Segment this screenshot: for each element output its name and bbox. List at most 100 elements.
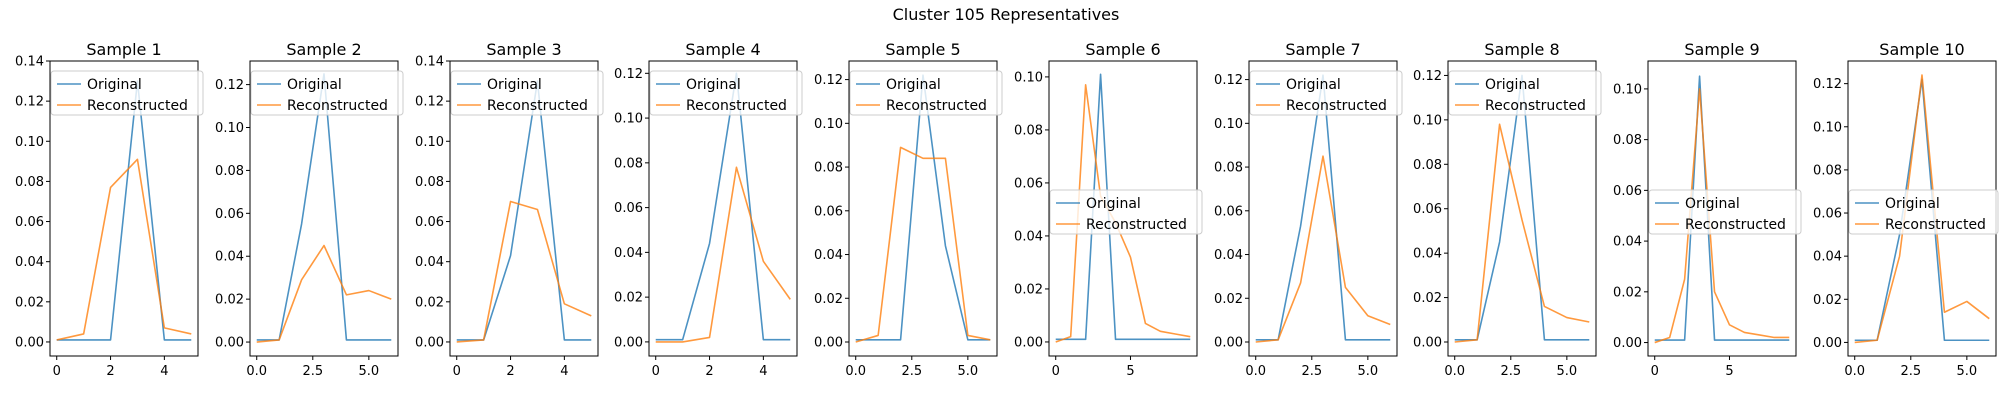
legend-box (1249, 70, 1403, 116)
legend-label-reconstructed: Reconstructed (487, 98, 588, 114)
y-tick-label: 0.06 (1613, 184, 1642, 199)
series-line-reconstructed (1255, 155, 1391, 343)
y-tick-label: 0.02 (1613, 285, 1642, 300)
subplot-sample-9: Sample 9 0.00 0.02 0.04 0.06 0.08 0.10 0 5 Origin… (1613, 40, 1802, 379)
axes-frame (249, 60, 399, 357)
y-tick-label: 0.10 (614, 112, 643, 127)
subplot-title: Sample 5 (885, 40, 960, 59)
y-tick-label: 0.02 (15, 295, 44, 310)
series-line-reconstructed (655, 166, 791, 343)
y-tick-label: 0.00 (415, 335, 444, 350)
subplot-title: Sample 3 (486, 40, 561, 59)
x-tick-label: 5.0 (958, 364, 979, 379)
x-tick-label: 5 (1126, 364, 1134, 379)
legend-label-original: Original (87, 77, 142, 93)
axes-frame (49, 60, 199, 357)
x-tick-label: 5.0 (1358, 364, 1379, 379)
y-tick-label: 0.04 (1014, 229, 1043, 244)
legend: Original Reconstructed (1448, 70, 1602, 116)
x-tick-label: 0.0 (1245, 364, 1266, 379)
y-tick-label: 0.08 (1014, 123, 1043, 138)
series-line-reconstructed (1854, 74, 1990, 344)
y-tick-label: 0.02 (1014, 282, 1043, 297)
x-tick-label: 2.5 (1301, 364, 1322, 379)
y-tick-label: 0.06 (215, 207, 244, 222)
y-tick-label: 0.08 (1214, 161, 1243, 176)
y-tick-label: 0.00 (1014, 335, 1043, 350)
y-tick-label: 0.08 (1613, 133, 1642, 148)
y-tick-label: 0.00 (614, 335, 643, 350)
series-line-reconstructed (855, 146, 991, 343)
subplot-sample-4: Sample 4 0.00 0.02 0.04 0.06 0.08 0.10 0.12 0 2 4 O… (614, 40, 803, 379)
y-tick-label: 0.08 (215, 164, 244, 179)
legend-label-reconstructed: Reconstructed (1885, 217, 1986, 233)
legend-box (250, 70, 404, 116)
legend-label-original: Original (1885, 196, 1940, 212)
x-tick-label: 4 (560, 364, 568, 379)
y-tick-label: 0.10 (1613, 82, 1642, 97)
subplot-sample-10: Sample 10 0.00 0.02 0.04 0.06 0.08 0.10 0.12 0.0… (1813, 40, 1999, 379)
x-tick-label: 2 (705, 364, 713, 379)
figure-suptitle: Cluster 105 Representatives (893, 5, 1120, 24)
y-tick-label: 0.14 (415, 55, 444, 70)
y-tick-label: 0.06 (415, 215, 444, 230)
legend: Original Reconstructed (50, 70, 204, 116)
x-tick-label: 0.0 (246, 364, 267, 379)
y-tick-label: 0.10 (814, 117, 843, 132)
series-line-reconstructed (1454, 123, 1590, 343)
y-tick-label: 0.08 (15, 175, 44, 190)
legend-box (50, 70, 204, 116)
legend-label-reconstructed: Reconstructed (1485, 98, 1586, 114)
legend: Original Reconstructed (849, 70, 1003, 116)
y-tick-label: 0.02 (1413, 291, 1442, 306)
legend-box (1049, 189, 1203, 235)
legend-label-reconstructed: Reconstructed (287, 98, 388, 114)
series-line-original (1055, 73, 1191, 341)
subplot-sample-1: Sample 1 0.00 0.02 0.04 0.06 0.08 0.10 0.12 0.14… (15, 40, 204, 379)
legend-label-reconstructed: Reconstructed (1086, 217, 1187, 233)
y-tick-label: 0.08 (1413, 158, 1442, 173)
subplot-sample-7: Sample 7 0.00 0.02 0.04 0.06 0.08 0.10 0.12 0.0 2… (1214, 40, 1403, 379)
y-tick-label: 0.12 (215, 78, 244, 93)
subplot-title: Sample 1 (86, 40, 161, 59)
y-tick-label: 0.04 (15, 255, 44, 270)
subplot-sample-2: Sample 2 0.00 0.02 0.04 0.06 0.08 0.10 0.12 0.0 2… (215, 40, 404, 379)
y-tick-label: 0.10 (1813, 120, 1842, 135)
legend-label-original: Original (686, 77, 741, 93)
y-tick-label: 0.06 (814, 204, 843, 219)
legend: Original Reconstructed (1848, 189, 1999, 235)
x-tick-label: 0 (53, 364, 61, 379)
axes-frame (1248, 60, 1398, 357)
x-tick-label: 4 (759, 364, 767, 379)
y-tick-label: 0.00 (814, 336, 843, 351)
y-tick-label: 0.10 (1413, 113, 1442, 128)
legend-box (1848, 189, 1999, 235)
series-line-reconstructed (56, 158, 192, 341)
x-tick-label: 5.0 (1557, 364, 1578, 379)
y-tick-label: 0.06 (1413, 202, 1442, 217)
subplot-title: Sample 8 (1484, 40, 1559, 59)
x-tick-label: 0.0 (1844, 364, 1865, 379)
x-tick-label: 2 (106, 364, 114, 379)
y-tick-label: 0.02 (1214, 292, 1243, 307)
subplot-title: Sample 9 (1684, 40, 1759, 59)
subplot-title: Sample 10 (1879, 40, 1964, 59)
x-tick-label: 2.5 (901, 364, 922, 379)
y-tick-label: 0.14 (15, 55, 44, 70)
subplot-title: Sample 4 (685, 40, 760, 59)
x-tick-label: 4 (160, 364, 168, 379)
series-line-original (456, 80, 592, 341)
y-tick-label: 0.06 (15, 215, 44, 230)
y-tick-label: 0.04 (1214, 248, 1243, 263)
y-tick-label: 0.12 (15, 95, 44, 110)
axes-frame (1447, 60, 1597, 357)
y-tick-label: 0.08 (1813, 163, 1842, 178)
subplot-sample-5: Sample 5 0.00 0.02 0.04 0.06 0.08 0.10 0.12 0.0 2… (814, 40, 1003, 379)
y-tick-label: 0.02 (814, 292, 843, 307)
x-tick-label: 0.0 (1444, 364, 1465, 379)
legend-label-original: Original (487, 77, 542, 93)
x-tick-label: 2.5 (1500, 364, 1521, 379)
subplot-title: Sample 7 (1285, 40, 1360, 59)
y-tick-label: 0.06 (614, 201, 643, 216)
